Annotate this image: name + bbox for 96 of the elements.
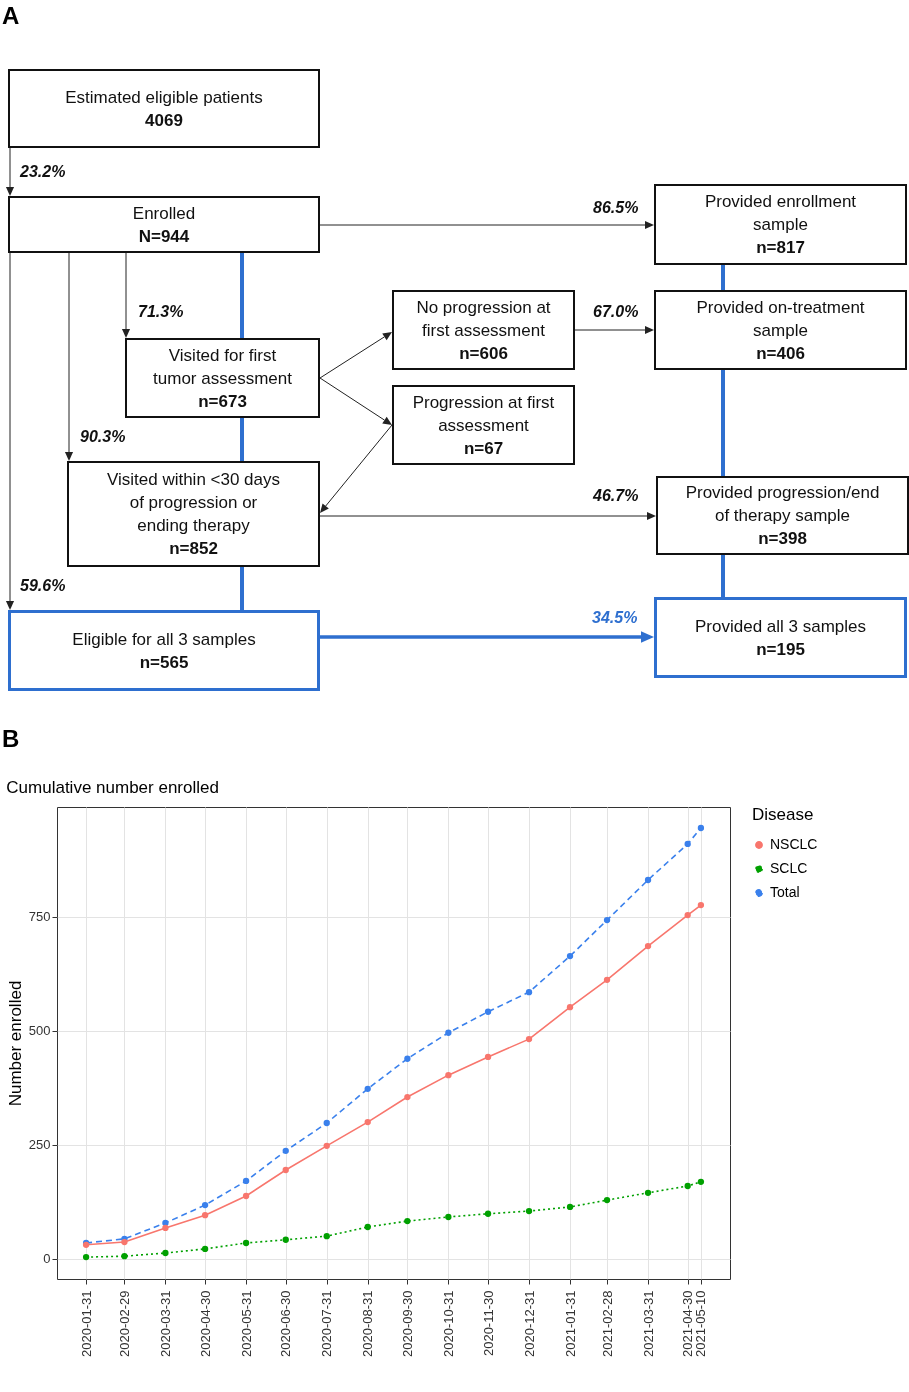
text: Provided on-treatment sample n=406 [696, 296, 865, 365]
point [364, 1223, 371, 1231]
x-tick-label: 2020-08-31 [360, 1290, 376, 1357]
x-tick-label: 2020-04-30 [197, 1290, 213, 1357]
text: 67.0% [593, 303, 639, 321]
text: Estimated eligible patients 4069 [65, 86, 263, 132]
point [603, 976, 611, 983]
text: Visited for first tumor assessment n=673 [153, 344, 292, 413]
x-tick-label: 2021-02-28 [599, 1290, 615, 1357]
point [566, 952, 574, 960]
x-tick-label: 2020-06-30 [278, 1290, 294, 1357]
point [201, 1212, 209, 1219]
text: No progression at first assessment n=606 [416, 296, 551, 365]
point [697, 824, 705, 832]
x-tick-label: 2020-03-31 [157, 1290, 173, 1357]
point [323, 1119, 330, 1127]
point [445, 1213, 452, 1221]
point [404, 1055, 411, 1062]
text: 23.2% [20, 163, 66, 181]
point [282, 1147, 289, 1155]
point [603, 916, 611, 924]
text: 90.3% [80, 428, 126, 446]
text: 71.3% [138, 303, 184, 321]
point [484, 1008, 492, 1015]
point [404, 1093, 411, 1101]
text: 46.7% [593, 487, 639, 505]
point [566, 1203, 574, 1211]
point [282, 1166, 289, 1174]
point [201, 1201, 209, 1209]
point [525, 1035, 533, 1043]
point [323, 1142, 330, 1149]
text: Provided enrollment sample n=817 [704, 191, 857, 259]
x-tick-label: 2020-07-31 [319, 1290, 335, 1357]
point [684, 840, 691, 848]
point [162, 1249, 169, 1257]
point [525, 989, 533, 996]
point [162, 1219, 169, 1227]
legend-label: NSCLC [770, 836, 818, 852]
text: Enrolled N=944 [132, 202, 196, 248]
x-tick-label: 2021-01-31 [562, 1290, 578, 1357]
point [684, 911, 691, 919]
point [697, 901, 705, 909]
legend-label: Total [770, 884, 800, 900]
y-tick-label: 250 [28, 1137, 51, 1153]
point [644, 876, 652, 884]
point [697, 1178, 705, 1186]
text: B [2, 725, 20, 753]
x-tick-label: 2020-10-31 [440, 1290, 456, 1357]
text: Progression at first assessment n=67 [412, 391, 555, 460]
x-tick-label: 2020-11-30 [480, 1290, 496, 1357]
point [525, 1207, 533, 1215]
point [242, 1177, 250, 1185]
x-tick-label: 2021-03-31 [640, 1290, 656, 1357]
text: Provided progression/end of therapy sample n=398 [685, 482, 880, 550]
chart-title: Cumulative number enrolled [6, 778, 219, 797]
x-tick-label: 2020-05-31 [238, 1290, 254, 1357]
point [242, 1192, 250, 1200]
point [566, 1004, 574, 1011]
point [484, 1210, 492, 1217]
point [603, 1196, 611, 1204]
point [364, 1118, 371, 1126]
text: A [2, 2, 20, 30]
point [242, 1239, 250, 1247]
point [484, 1053, 492, 1061]
text: 86.5% [593, 199, 639, 217]
legend-label: SCLC [770, 860, 808, 876]
point [282, 1236, 289, 1243]
legend-title: Disease [752, 805, 814, 824]
x-tick-label: 2020-02-29 [116, 1290, 132, 1357]
point [201, 1245, 209, 1253]
y-tick-label: 0 [43, 1251, 51, 1267]
point [445, 1029, 452, 1036]
point [121, 1253, 128, 1260]
text: Visited within <30 days of progression or ending therapy n=852 [106, 469, 281, 560]
point [445, 1071, 452, 1079]
x-tick-label: 2021-04-30 [680, 1290, 696, 1357]
x-tick-label: 2020-12-31 [521, 1290, 537, 1357]
x-tick-label: 2020-09-30 [399, 1290, 415, 1357]
text: 59.6% [20, 577, 66, 595]
text: Eligible for all 3 samples n=565 [72, 628, 256, 674]
point [323, 1232, 330, 1240]
text: Provided all 3 samples n=195 [694, 615, 867, 661]
y-tick-label: 500 [28, 1023, 51, 1039]
y-axis-title: Number enrolled [5, 980, 25, 1107]
x-tick-label: 2020-01-31 [78, 1290, 94, 1357]
point [644, 942, 652, 950]
point [82, 1253, 90, 1261]
point [684, 1182, 691, 1190]
x-tick-label: 2021-05-10 [693, 1290, 709, 1357]
point [364, 1085, 371, 1092]
y-tick-label: 750 [28, 909, 51, 925]
text: 34.5% [592, 609, 638, 627]
point [404, 1217, 411, 1225]
point [121, 1238, 128, 1246]
point [644, 1189, 652, 1196]
point [162, 1224, 169, 1232]
